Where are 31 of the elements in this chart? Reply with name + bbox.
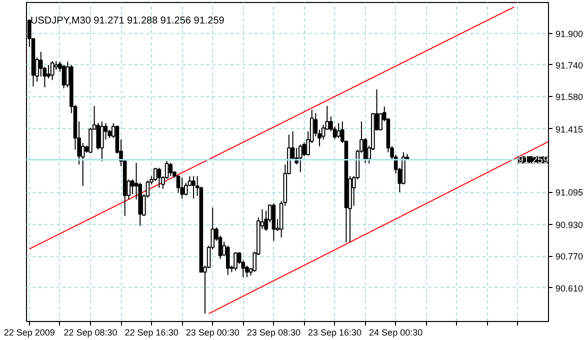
candlestick: [88, 127, 92, 154]
x-tick-label: 23 Sep 00:30: [186, 328, 240, 338]
candlestick: [46, 64, 50, 79]
y-tick-label: 90.770: [556, 252, 584, 262]
x-tick-label: 22 Sep 08:30: [64, 328, 118, 338]
candlestick: [234, 252, 238, 272]
candlestick: [157, 167, 162, 188]
y-tick-label: 90.930: [556, 220, 584, 230]
x-tick-label: 23 Sep 08:30: [246, 328, 300, 338]
y-tick-label: 91.095: [556, 188, 584, 198]
y-tick-label: 91.740: [556, 60, 584, 70]
candlestick: [100, 120, 104, 162]
candlestick: [180, 177, 184, 200]
y-tick-label: 91.580: [556, 92, 584, 102]
candlestick: [50, 60, 54, 81]
x-tick-label: 24 Sep 00:30: [369, 328, 423, 338]
y-tick-label: 90.610: [556, 283, 584, 294]
candlestick: [168, 162, 173, 177]
candlestick: [272, 202, 276, 242]
x-tick-label: 23 Sep 16:30: [308, 328, 362, 338]
y-tick-label: 91.415: [556, 124, 584, 134]
candlestick: [192, 176, 196, 200]
ref-line-label: 91.259: [518, 155, 549, 166]
candlestick: [226, 245, 230, 276]
x-tick-label: 22 Sep 2009: [4, 328, 55, 338]
x-tick-label: 22 Sep 16:30: [124, 328, 178, 338]
candlestick: [62, 64, 66, 89]
candlestick: [298, 144, 302, 173]
text: USDJPY,M30 91.271 91.288 91.256 91.259: [30, 16, 225, 26]
candlestick: [336, 122, 340, 139]
y-tick-label: 91.900: [556, 28, 584, 39]
